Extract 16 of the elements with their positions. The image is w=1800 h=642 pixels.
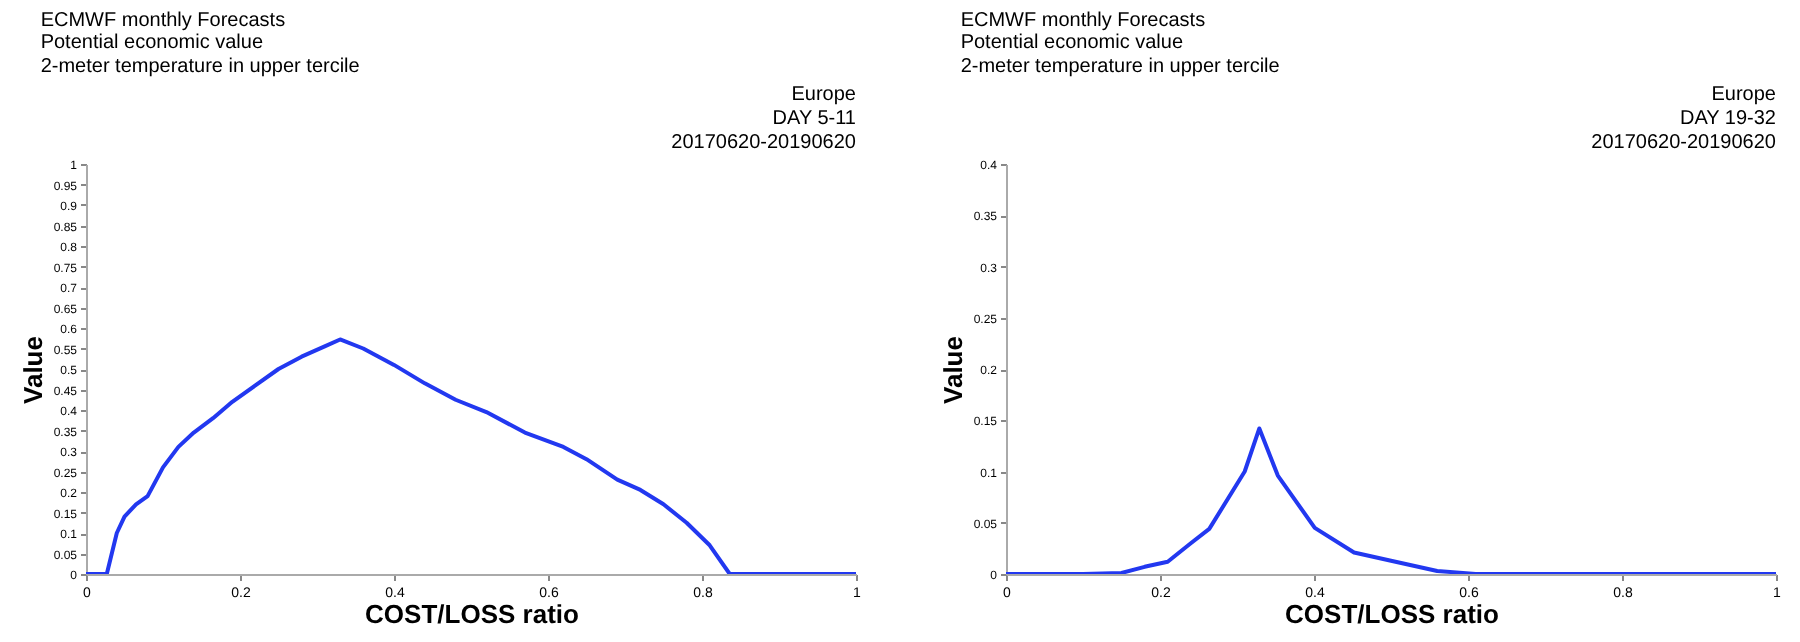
text: 20170620-20190620	[671, 132, 857, 154]
y-axis-title: Value	[17, 336, 48, 404]
text: 20170620-20190620	[1591, 132, 1777, 154]
text: Europe	[1711, 84, 1777, 106]
chart-title: ECMWF monthly Forecasts	[960, 10, 1206, 32]
text: Potential economic value	[960, 32, 1184, 54]
text: Europe	[791, 84, 857, 106]
chart-title: ECMWF monthly Forecasts	[40, 10, 286, 32]
x-axis-title: COST/LOSS ratio	[365, 599, 580, 629]
y-axis-title: Value	[937, 336, 968, 404]
text: DAY 19-32	[1680, 108, 1777, 130]
text: 2-meter temperature in upper tercile	[960, 56, 1280, 78]
text: DAY 5-11	[772, 108, 857, 130]
text: 2-meter temperature in upper tercile	[40, 56, 360, 78]
x-axis-title: COST/LOSS ratio	[1285, 599, 1500, 629]
text: Potential economic value	[40, 32, 264, 54]
